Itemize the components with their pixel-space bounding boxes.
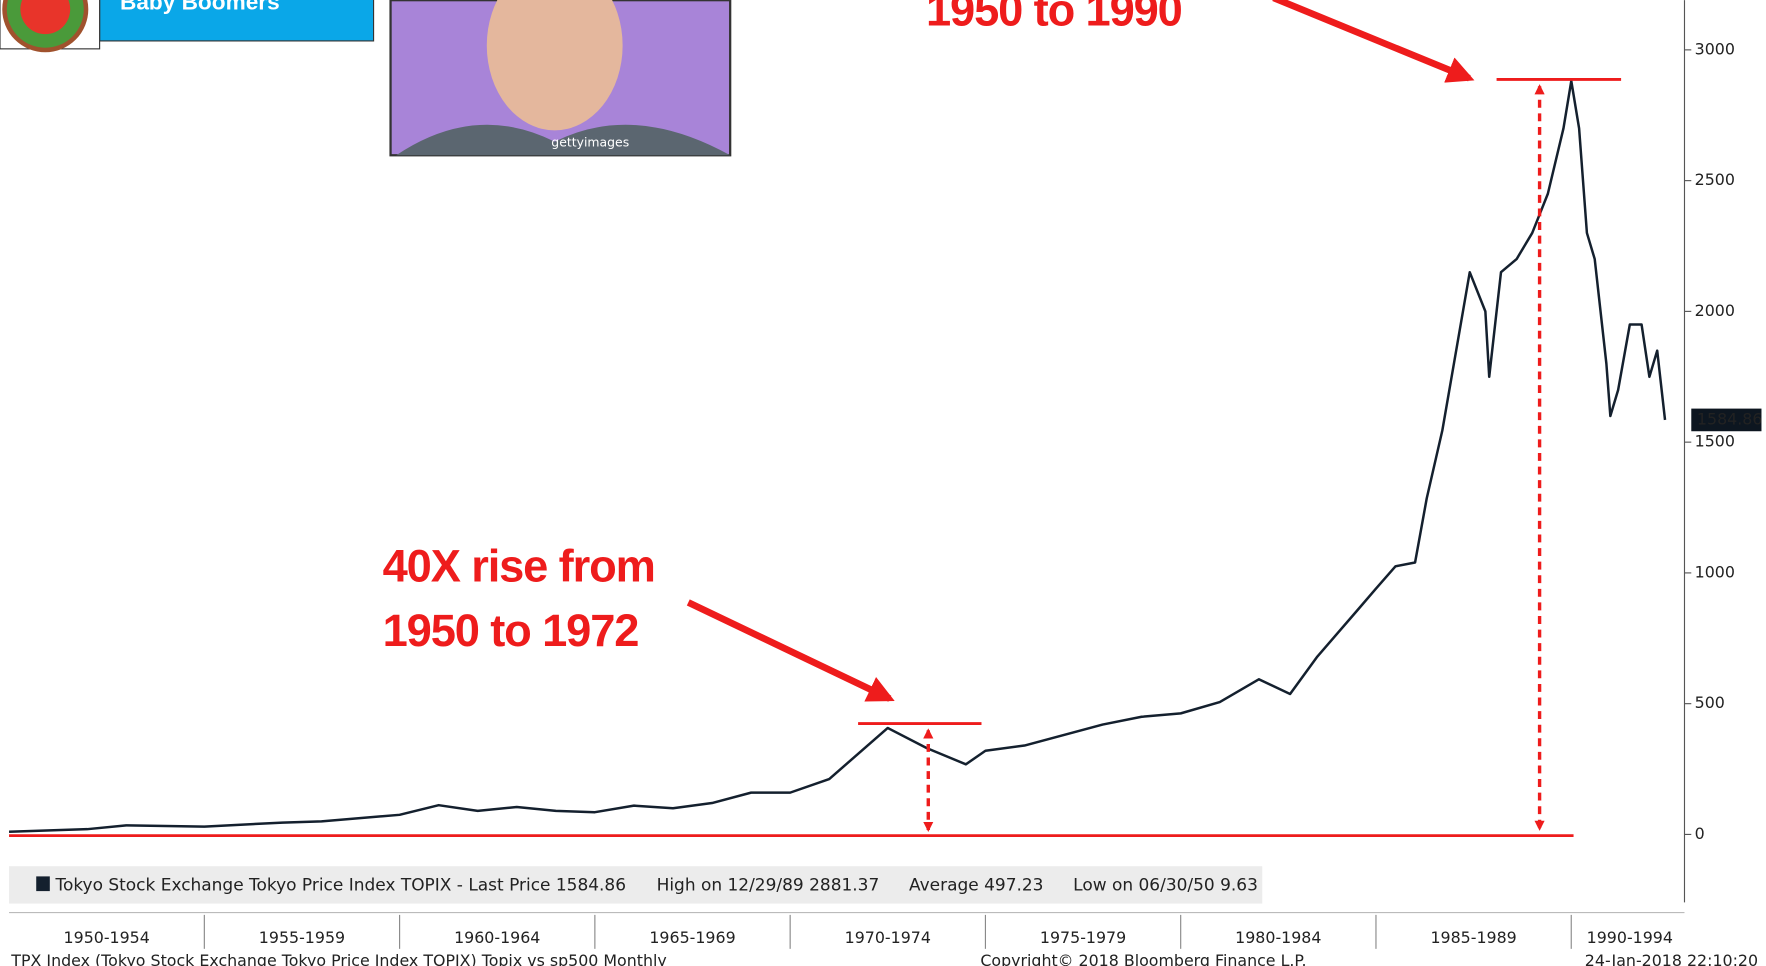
- annotation: 1950 to 1990: [926, 0, 1182, 36]
- x-tick-label: 1960-1964: [454, 928, 540, 947]
- y-tick-label: 3000: [1695, 39, 1735, 58]
- mark-layer: 1584.86: [9, 79, 1762, 834]
- y-tick-label: 1500: [1695, 432, 1735, 451]
- y-tick-label: 0: [1695, 824, 1705, 843]
- legend-swatch: [36, 876, 50, 892]
- pointer-arrow: [686, 599, 895, 702]
- axis-layer: 0 500 1000 1500 2000 2500 3000 1950-1954 1955-19…: [9, 0, 1735, 949]
- last-price-label: 1584.86: [1697, 409, 1762, 428]
- annotation: 40X rise from: [383, 541, 655, 592]
- y-tick-label: 2500: [1695, 170, 1735, 189]
- x-tick-label: 1990-1994: [1587, 928, 1673, 947]
- badge-text: Baby Boomers: [120, 0, 280, 15]
- x-tick-label: 1950-1954: [64, 928, 150, 947]
- photo-face: [486, 0, 623, 131]
- x-tick-label: 1980-1984: [1235, 928, 1321, 947]
- x-tick-label: 1975-1979: [1040, 928, 1126, 947]
- price-line: [9, 79, 1667, 834]
- pointer-arrow: [1272, 0, 1475, 83]
- last-price-tag: [1691, 408, 1762, 432]
- y-tick-label: 500: [1695, 693, 1725, 712]
- legend-average: Average 497.23: [909, 875, 1043, 895]
- annotation: 1950 to 1972: [383, 605, 639, 656]
- legend-low: Low on 06/30/50 9.63: [1073, 875, 1258, 895]
- x-tick-label: 1985-1989: [1430, 928, 1516, 947]
- legend-high: High on 12/29/89 2881.37: [657, 875, 880, 895]
- x-tick-label: 1965-1969: [649, 928, 735, 947]
- footer-date: 24-Jan-2018 22:10:20: [1585, 951, 1758, 966]
- legend-entry: Tokyo Stock Exchange Tokyo Price Index T…: [54, 875, 626, 895]
- footer-left: TPX Index (Tokyo Stock Exchange Tokyo Pr…: [10, 951, 666, 966]
- x-tick-label: 1955-1959: [259, 928, 345, 947]
- badge-box: [99, 0, 375, 42]
- y-tick-label: 2000: [1695, 301, 1735, 320]
- photo-jacket: [396, 124, 731, 156]
- legend-box: [9, 866, 1263, 904]
- peace-icon-inner: [20, 0, 71, 35]
- photo-credit: gettyimages: [551, 134, 629, 149]
- footer-copyright: Copyright© 2018 Bloomberg Finance L.P.: [980, 951, 1306, 966]
- x-tick-label: 1970-1974: [845, 928, 931, 947]
- y-tick-label: 1000: [1695, 562, 1735, 581]
